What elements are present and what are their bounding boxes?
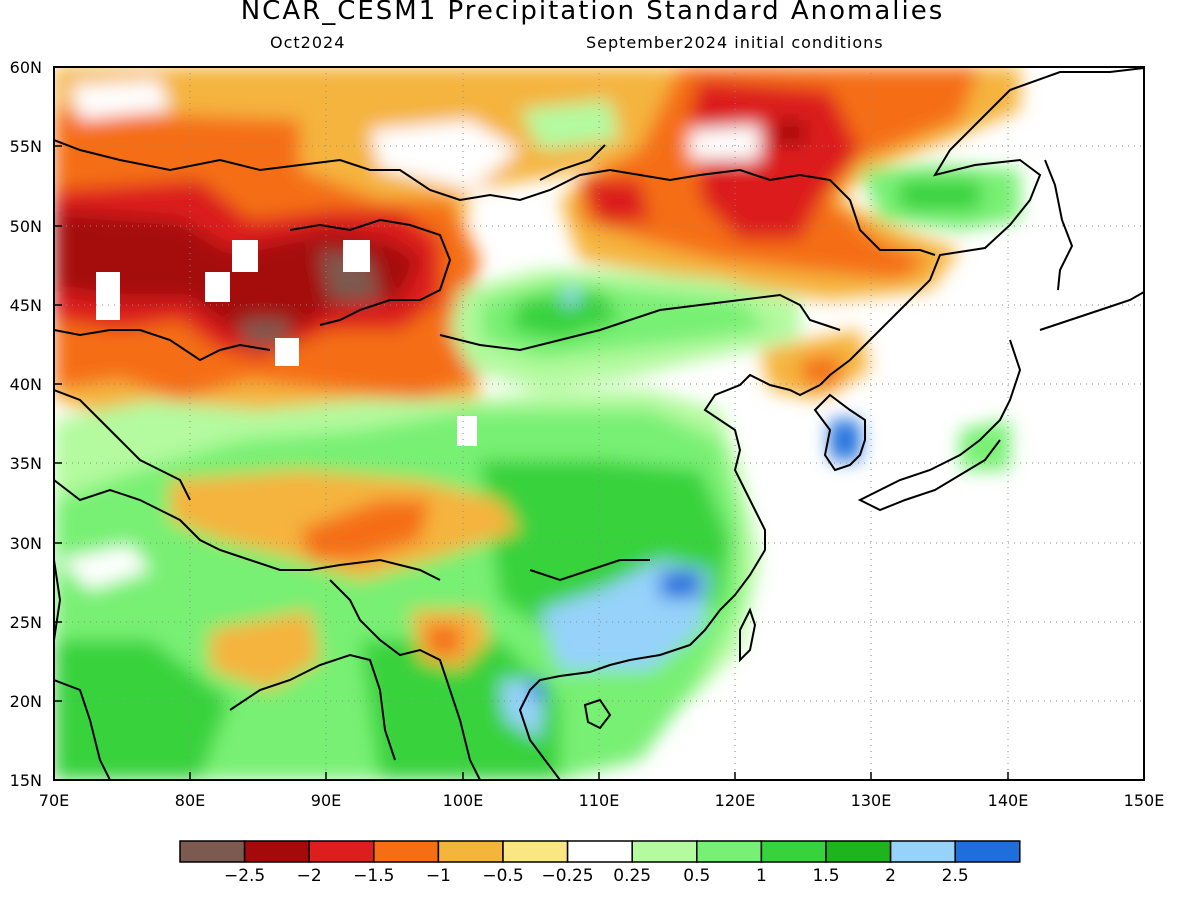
latitude-labels: 60N 55N 50N 45N 40N 35N 30N 25N 20N 15N bbox=[10, 58, 42, 790]
colorbar-label: 2 bbox=[885, 866, 896, 886]
lon-label: 80E bbox=[175, 791, 205, 810]
lat-label: 25N bbox=[10, 613, 42, 632]
colorbar-swatch bbox=[631, 840, 698, 863]
colorbar-labels: −2.5 −2 −1.5 −1 −0.5 −0.25 0.25 0.5 1 1.5 2 2.5 bbox=[224, 866, 969, 886]
lon-label: 70E bbox=[39, 791, 69, 810]
colorbar-swatch bbox=[696, 840, 763, 863]
chart-title: NCAR_CESM1 Precipitation Standard Anomal… bbox=[240, 0, 945, 26]
colorbar-swatch bbox=[954, 840, 1021, 863]
colorbar-label: −1.5 bbox=[353, 866, 394, 886]
colorbar-label: 0.25 bbox=[613, 866, 651, 886]
colorbar-swatch bbox=[179, 840, 246, 863]
colorbar-swatch bbox=[502, 840, 569, 863]
colorbar-swatch bbox=[308, 840, 375, 863]
lon-label: 110E bbox=[579, 791, 620, 810]
initial-conditions-note: September2024 initial conditions bbox=[586, 33, 884, 52]
lon-label: 90E bbox=[311, 791, 341, 810]
lat-label: 40N bbox=[10, 375, 42, 394]
colorbar-swatch bbox=[243, 840, 310, 863]
colorbar-swatch bbox=[889, 840, 956, 863]
colorbar-label: −2 bbox=[297, 866, 322, 886]
colorbar-swatch bbox=[760, 840, 827, 863]
lon-label: 120E bbox=[715, 791, 756, 810]
lat-label: 20N bbox=[10, 692, 42, 711]
lat-label: 50N bbox=[10, 217, 42, 236]
forecast-month: Oct2024 bbox=[270, 33, 346, 52]
lat-label: 55N bbox=[10, 137, 42, 156]
colorbar-swatch bbox=[566, 840, 633, 863]
lat-label: 15N bbox=[10, 771, 42, 790]
colorbar-label: −0.25 bbox=[542, 866, 594, 886]
colorbar-swatch bbox=[373, 840, 440, 863]
lat-label: 35N bbox=[10, 454, 42, 473]
colorbar-swatch bbox=[437, 840, 504, 863]
lat-label: 45N bbox=[10, 296, 42, 315]
graticule bbox=[54, 67, 1144, 780]
colorbar-label: 0.5 bbox=[683, 866, 710, 886]
colorbar bbox=[179, 840, 1021, 863]
colorbar-label: −1 bbox=[426, 866, 451, 886]
coastlines-and-borders bbox=[54, 67, 1144, 780]
lon-label: 130E bbox=[851, 791, 892, 810]
lon-label: 150E bbox=[1124, 791, 1165, 810]
anomaly-field bbox=[54, 67, 1144, 780]
colorbar-label: 2.5 bbox=[942, 866, 969, 886]
longitude-labels: 70E 80E 90E 100E 110E 120E 130E 140E 150… bbox=[39, 791, 1165, 810]
colorbar-label: −0.5 bbox=[482, 866, 523, 886]
colorbar-label: 1.5 bbox=[812, 866, 839, 886]
lon-label: 100E bbox=[443, 791, 484, 810]
lon-label: 140E bbox=[988, 791, 1029, 810]
axis-tick-marks bbox=[53, 66, 1145, 781]
colorbar-swatch bbox=[825, 840, 892, 863]
colorbar-label: 1 bbox=[756, 866, 767, 886]
lat-label: 60N bbox=[10, 58, 42, 77]
colorbar-label: −2.5 bbox=[224, 866, 265, 886]
lat-label: 30N bbox=[10, 534, 42, 553]
